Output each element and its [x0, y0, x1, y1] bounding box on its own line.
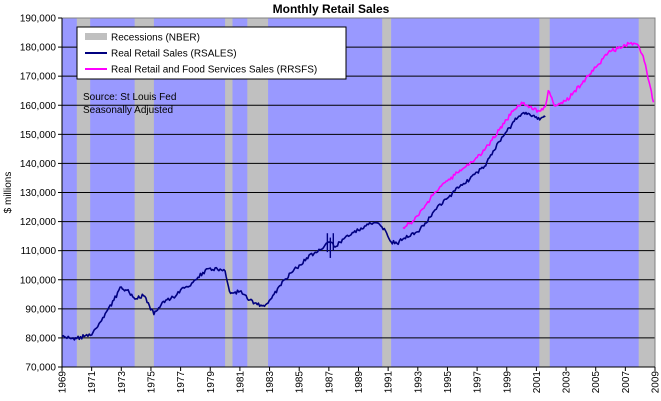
- y-tick-label: 120,000: [20, 217, 57, 228]
- x-tick-label: 1985: [295, 371, 306, 394]
- x-tick-label: 1979: [206, 371, 217, 394]
- x-tick-label: 2007: [621, 371, 632, 394]
- x-tick-label: 1999: [502, 371, 513, 394]
- x-tick-label: 1997: [473, 371, 484, 394]
- x-tick-label: 1981: [235, 371, 246, 394]
- y-tick-label: 170,000: [20, 72, 57, 83]
- y-tick-label: 180,000: [20, 43, 57, 54]
- source-note: Source: St Louis Fed: [83, 92, 176, 103]
- x-tick-label: 1971: [87, 371, 98, 394]
- x-tick-label: 1977: [176, 371, 187, 394]
- x-tick-label: 1991: [384, 371, 395, 394]
- y-tick-label: 100,000: [20, 275, 57, 286]
- y-tick-label: 70,000: [25, 363, 56, 374]
- x-tick-label: 1975: [146, 371, 157, 394]
- legend-box: [76, 26, 347, 80]
- x-tick-label: 1973: [117, 371, 128, 394]
- y-tick-label: 130,000: [20, 188, 57, 199]
- x-tick-label: 2005: [591, 371, 602, 394]
- x-tick-label: 1995: [443, 371, 454, 394]
- plot-area: 70,000 80,000 90,000 100,000 110,000 120,000 1…: [20, 14, 661, 394]
- y-tick-label: 150,000: [20, 130, 57, 141]
- legend-swatch-recession: [85, 33, 107, 40]
- x-tick-label: 2003: [562, 371, 573, 394]
- x-tick-label: 1987: [324, 371, 335, 394]
- y-tick-label: 140,000: [20, 159, 57, 170]
- legend-label: Real Retail and Food Services Sales (RRS…: [111, 65, 317, 76]
- x-tick-label: 2009: [651, 371, 661, 394]
- x-tick-label: 1969: [58, 371, 69, 394]
- y-tick-label: 80,000: [25, 333, 56, 344]
- x-tick-label: 1993: [413, 371, 424, 394]
- x-tick-label: 1989: [354, 371, 365, 394]
- x-tick-label: 2001: [532, 371, 543, 394]
- legend-label: Recessions (NBER): [111, 33, 200, 44]
- legend-label: Real Retail Sales (RSALES): [111, 49, 237, 60]
- adjustment-note: Seasonally Adjusted: [83, 105, 173, 116]
- x-tick-label: 1983: [265, 371, 276, 394]
- y-tick-label: 110,000: [21, 246, 57, 257]
- series-line-rrsfs: [402, 41, 655, 230]
- chart-title: Monthly Retail Sales: [273, 2, 390, 16]
- y-tick-label: 160,000: [20, 101, 57, 112]
- y-axis-title: $ millions: [3, 172, 14, 214]
- y-tick-label: 190,000: [20, 14, 57, 25]
- series-line-rsales: [61, 111, 546, 341]
- y-tick-label: 90,000: [25, 304, 56, 315]
